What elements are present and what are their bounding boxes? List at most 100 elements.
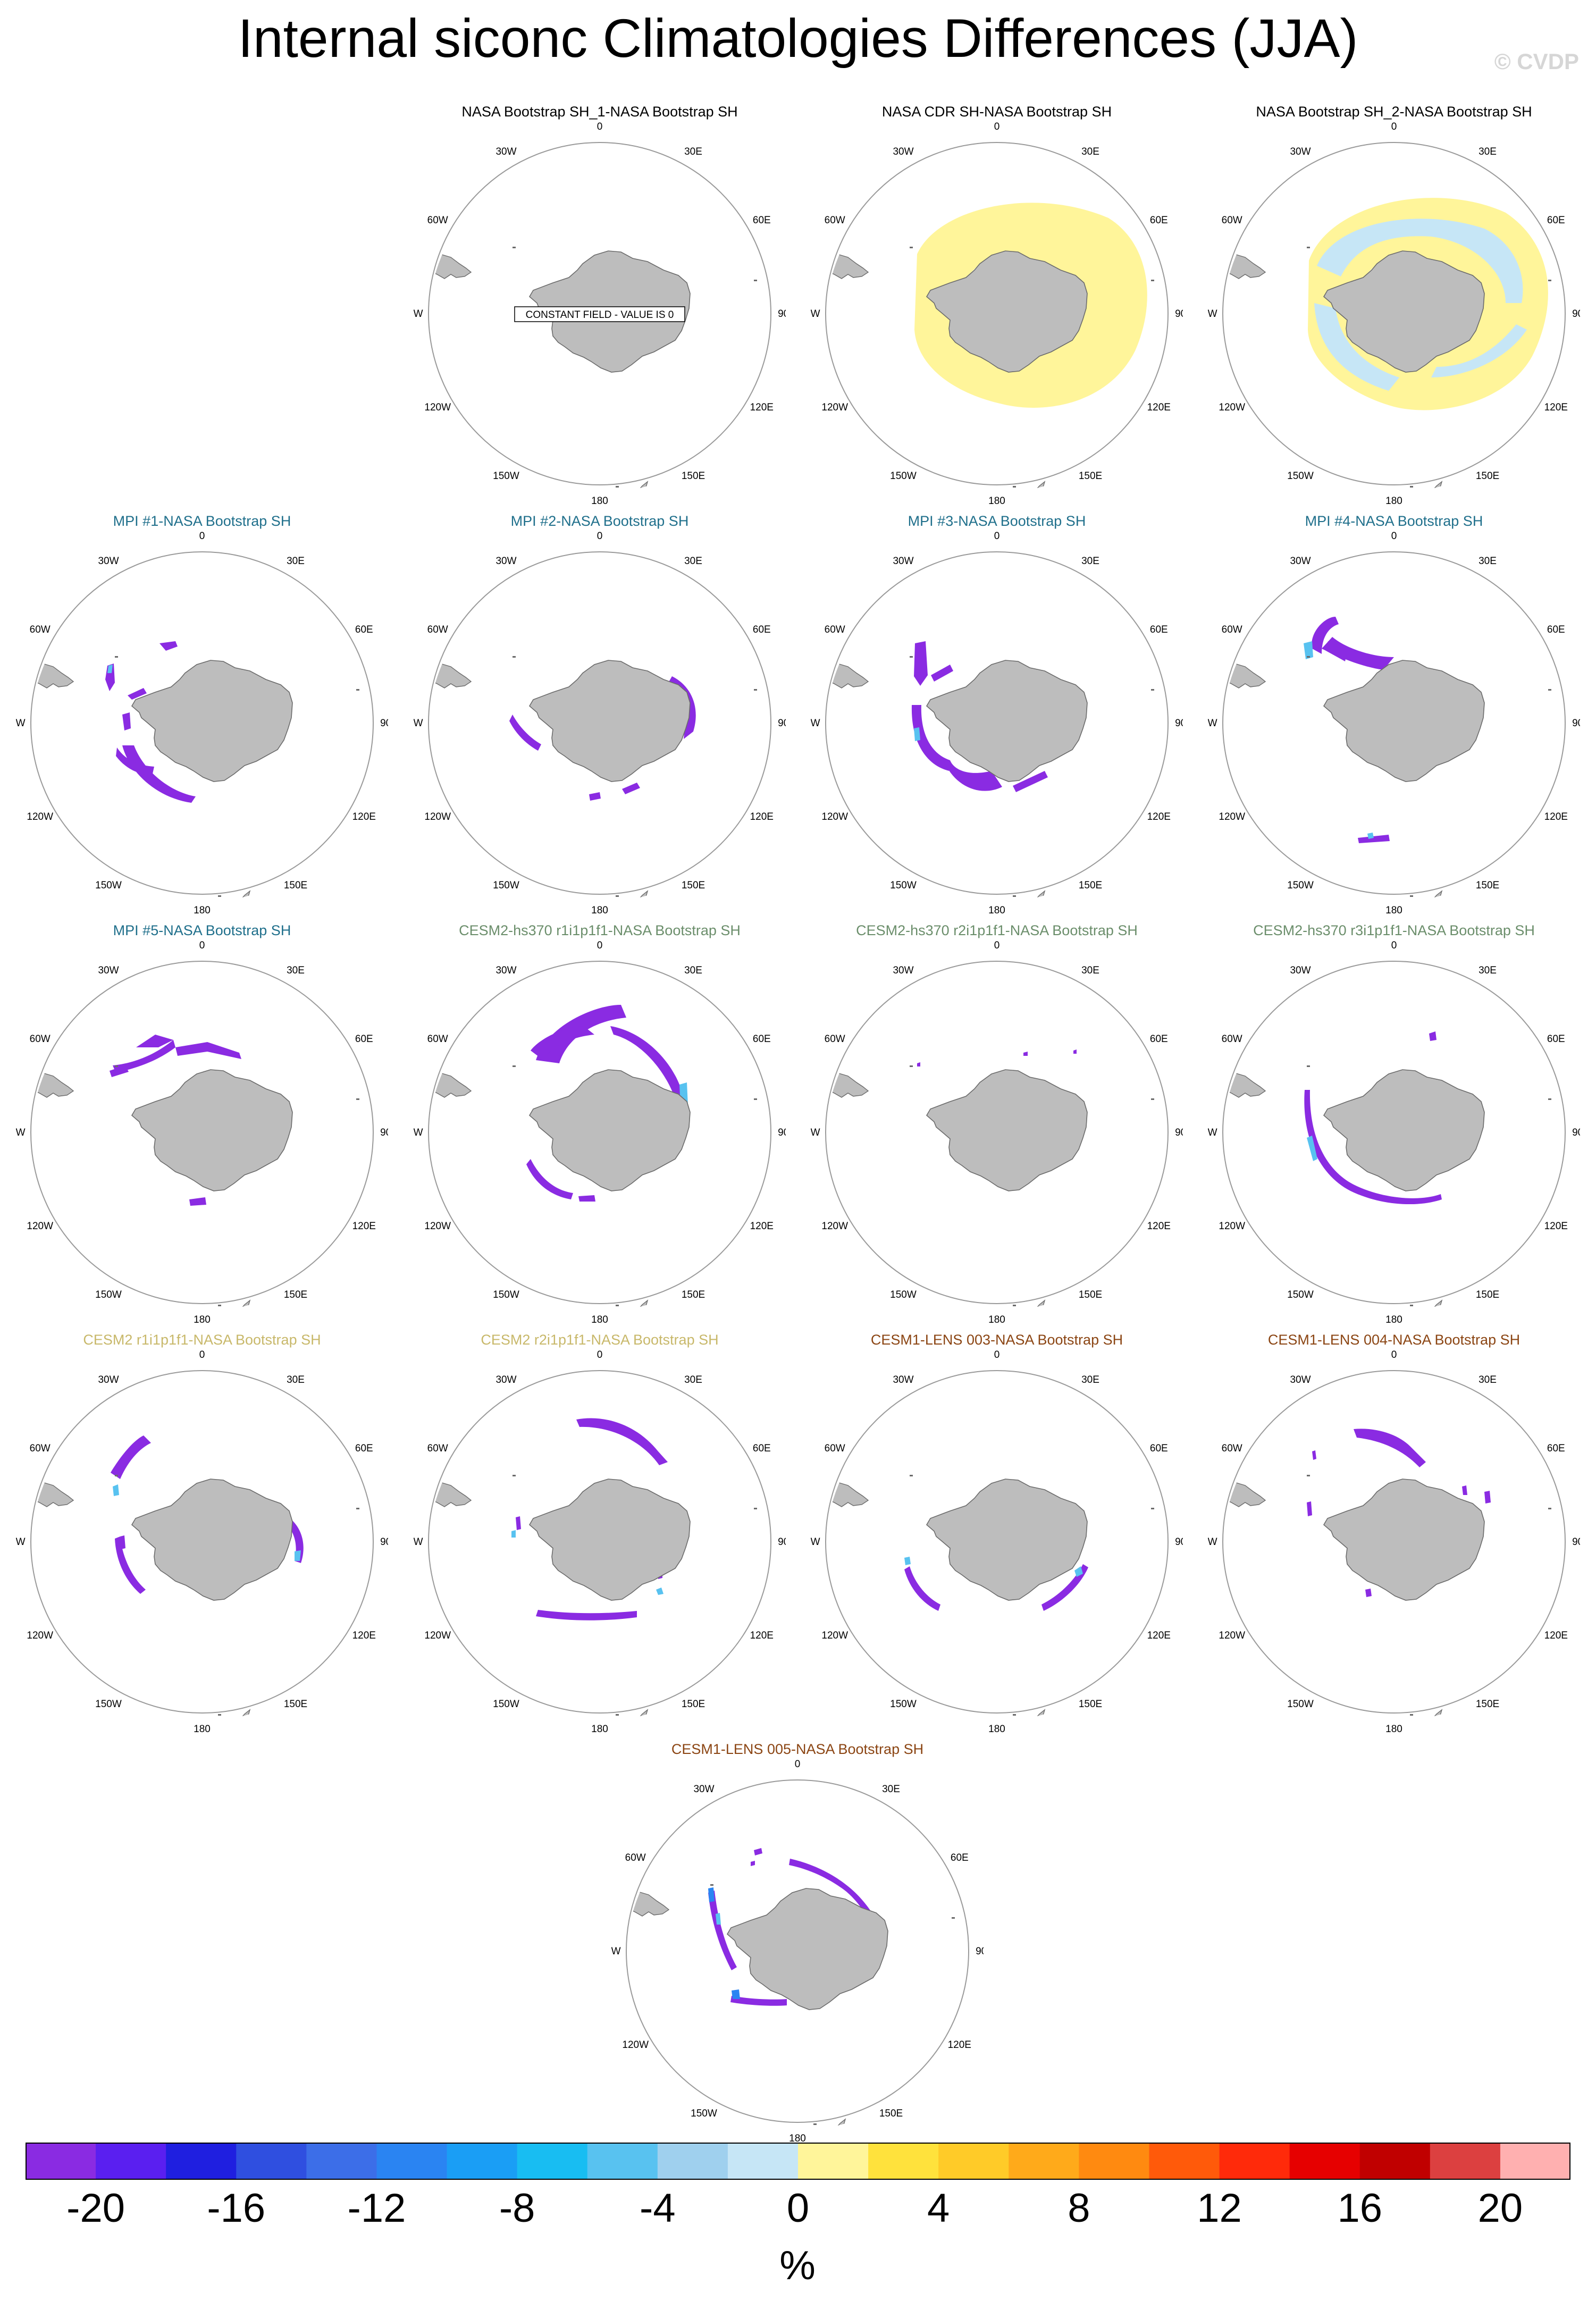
longitude-label: 90W [414,1536,423,1548]
colorbar-swatch [26,2143,96,2180]
tasmania-landmass [1111,478,1124,492]
longitude-label: 30E [1479,1374,1497,1385]
new-zealand-landmass [827,2118,846,2130]
antarctica-landmass [131,660,293,782]
longitude-label: 30W [1290,965,1311,976]
longitude-label: 120E [1147,402,1171,413]
sea-ice-anomaly-region [536,1005,626,1063]
colorbar-swatch [1289,2143,1360,2180]
tasmania-landmass [1508,1706,1521,1720]
colorbar-swatch [1430,2143,1501,2180]
longitude-label: 90E [380,1536,388,1548]
colorbar-tick-label: -4 [640,2186,676,2231]
sea-ice-anomaly-region [1462,1485,1467,1495]
colorbar-swatch [1079,2143,1149,2180]
sea-ice-anomaly-region [105,664,115,691]
longitude-label: 90W [1208,1536,1217,1548]
longitude-label: 0 [1391,531,1397,542]
new-zealand-landmass [1424,481,1443,493]
island-speck [1013,895,1016,897]
longitude-label: 180 [988,905,1005,916]
longitude-label: 150E [1079,471,1102,482]
tasmania-landmass [1508,478,1521,492]
map-panel: CESM2-hs370 r3i1p1f1-NASA Bootstrap SH 0 3… [1208,922,1580,1326]
tasmania-landmass [912,2115,925,2129]
map-panel: CESM2-hs370 r2i1p1f1-NASA Bootstrap SH 0 3… [811,922,1183,1326]
new-zealand-landmass [232,890,251,902]
longitude-label: 150E [1079,1289,1102,1300]
longitude-label: 150W [890,471,917,482]
longitude-label: 120W [424,1221,451,1232]
longitude-label: 180 [591,1314,608,1325]
longitude-label: 150E [682,471,705,482]
colorbar-swatch [727,2143,799,2180]
sea-ice-anomaly-region [110,1065,129,1077]
longitude-label: 150E [682,880,705,891]
sea-ice-anomaly-region [1023,1052,1028,1056]
south-america-landmass [1223,1477,1266,1507]
colorbar-swatch [938,2143,1009,2180]
sea-ice-anomaly-region [917,1062,920,1066]
sea-ice-anomaly-region [516,1516,521,1530]
longitude-label: 150W [1287,880,1314,891]
figure-title: Internal siconc Climatologies Difference… [238,8,1358,69]
longitude-label: 120W [424,811,451,822]
longitude-label: 60E [951,1852,969,1863]
longitude-label: 30W [893,146,913,157]
map-panel: CESM1-LENS 005-NASA Bootstrap SH 0 30E 60E 9… [611,1741,984,2145]
sea-ice-anomaly-region [1326,641,1347,661]
polar-stereographic-map: 0 30E 60E 90E 120E 150E 180 150W 120W 90W 60W 30W [414,1349,786,1735]
longitude-label: 60E [1150,624,1168,635]
map-boundary [1222,961,1566,1304]
sea-ice-anomaly-region [622,783,640,794]
sea-ice-anomaly-region [128,688,147,700]
antarctica-landmass [926,1069,1088,1191]
tasmania-landmass [316,1297,329,1311]
longitude-label: 180 [591,905,608,916]
island-speck [1151,280,1154,281]
longitude-label: 60E [1150,215,1168,226]
sea-ice-anomaly-region [576,1418,668,1465]
island-speck [1013,486,1016,488]
longitude-label: 0 [994,531,1000,542]
longitude-label: 0 [597,531,603,542]
longitude-label: 60W [30,1034,51,1045]
longitude-label: 120E [1544,1221,1568,1232]
longitude-label: 60E [1547,215,1565,226]
longitude-label: 150W [493,880,519,891]
longitude-label: 60E [355,624,373,635]
south-america-landmass [826,1068,869,1098]
south-america-landmass [429,658,472,688]
sea-ice-anomaly-region [656,1588,663,1595]
longitude-label: 60W [1222,215,1242,226]
longitude-label: 60W [825,1034,845,1045]
map-boundary [30,1370,374,1714]
sea-ice-anomaly-region [708,1891,737,1970]
sea-ice-anomaly-region [111,1435,151,1479]
colorbar-swatch [447,2143,518,2180]
new-zealand-landmass [1027,481,1046,493]
longitude-label: 0 [795,1759,801,1770]
longitude-label: 90W [16,1536,26,1548]
south-america-landmass [1223,249,1266,279]
colorbar-tick-label: 4 [927,2186,950,2231]
island-speck [1013,1714,1016,1716]
sea-ice-anomaly-region [1304,1090,1442,1205]
longitude-label: 60W [427,1443,448,1454]
longitude-label: 0 [994,121,1000,132]
longitude-label: 0 [597,940,603,951]
longitude-label: 60W [1222,624,1242,635]
longitude-label: 30W [495,965,516,976]
panel-title: CESM1-LENS 003-NASA Bootstrap SH [870,1332,1123,1348]
panel-title: CESM2 r2i1p1f1-NASA Bootstrap SH [481,1332,719,1348]
new-zealand-landmass [232,1709,251,1721]
colorbar-tick-label: -12 [347,2186,406,2231]
antarctica-landmass [926,250,1088,373]
new-zealand-landmass [629,1709,649,1721]
longitude-label: 150W [493,1699,519,1710]
island-speck [1548,1098,1551,1100]
sea-ice-anomaly-region [107,665,113,673]
map-panel: MPI #1-NASA Bootstrap SH 0 30E 60E 90E 120E 15… [16,513,388,917]
map-boundary [825,142,1169,485]
map-boundary [428,961,771,1304]
